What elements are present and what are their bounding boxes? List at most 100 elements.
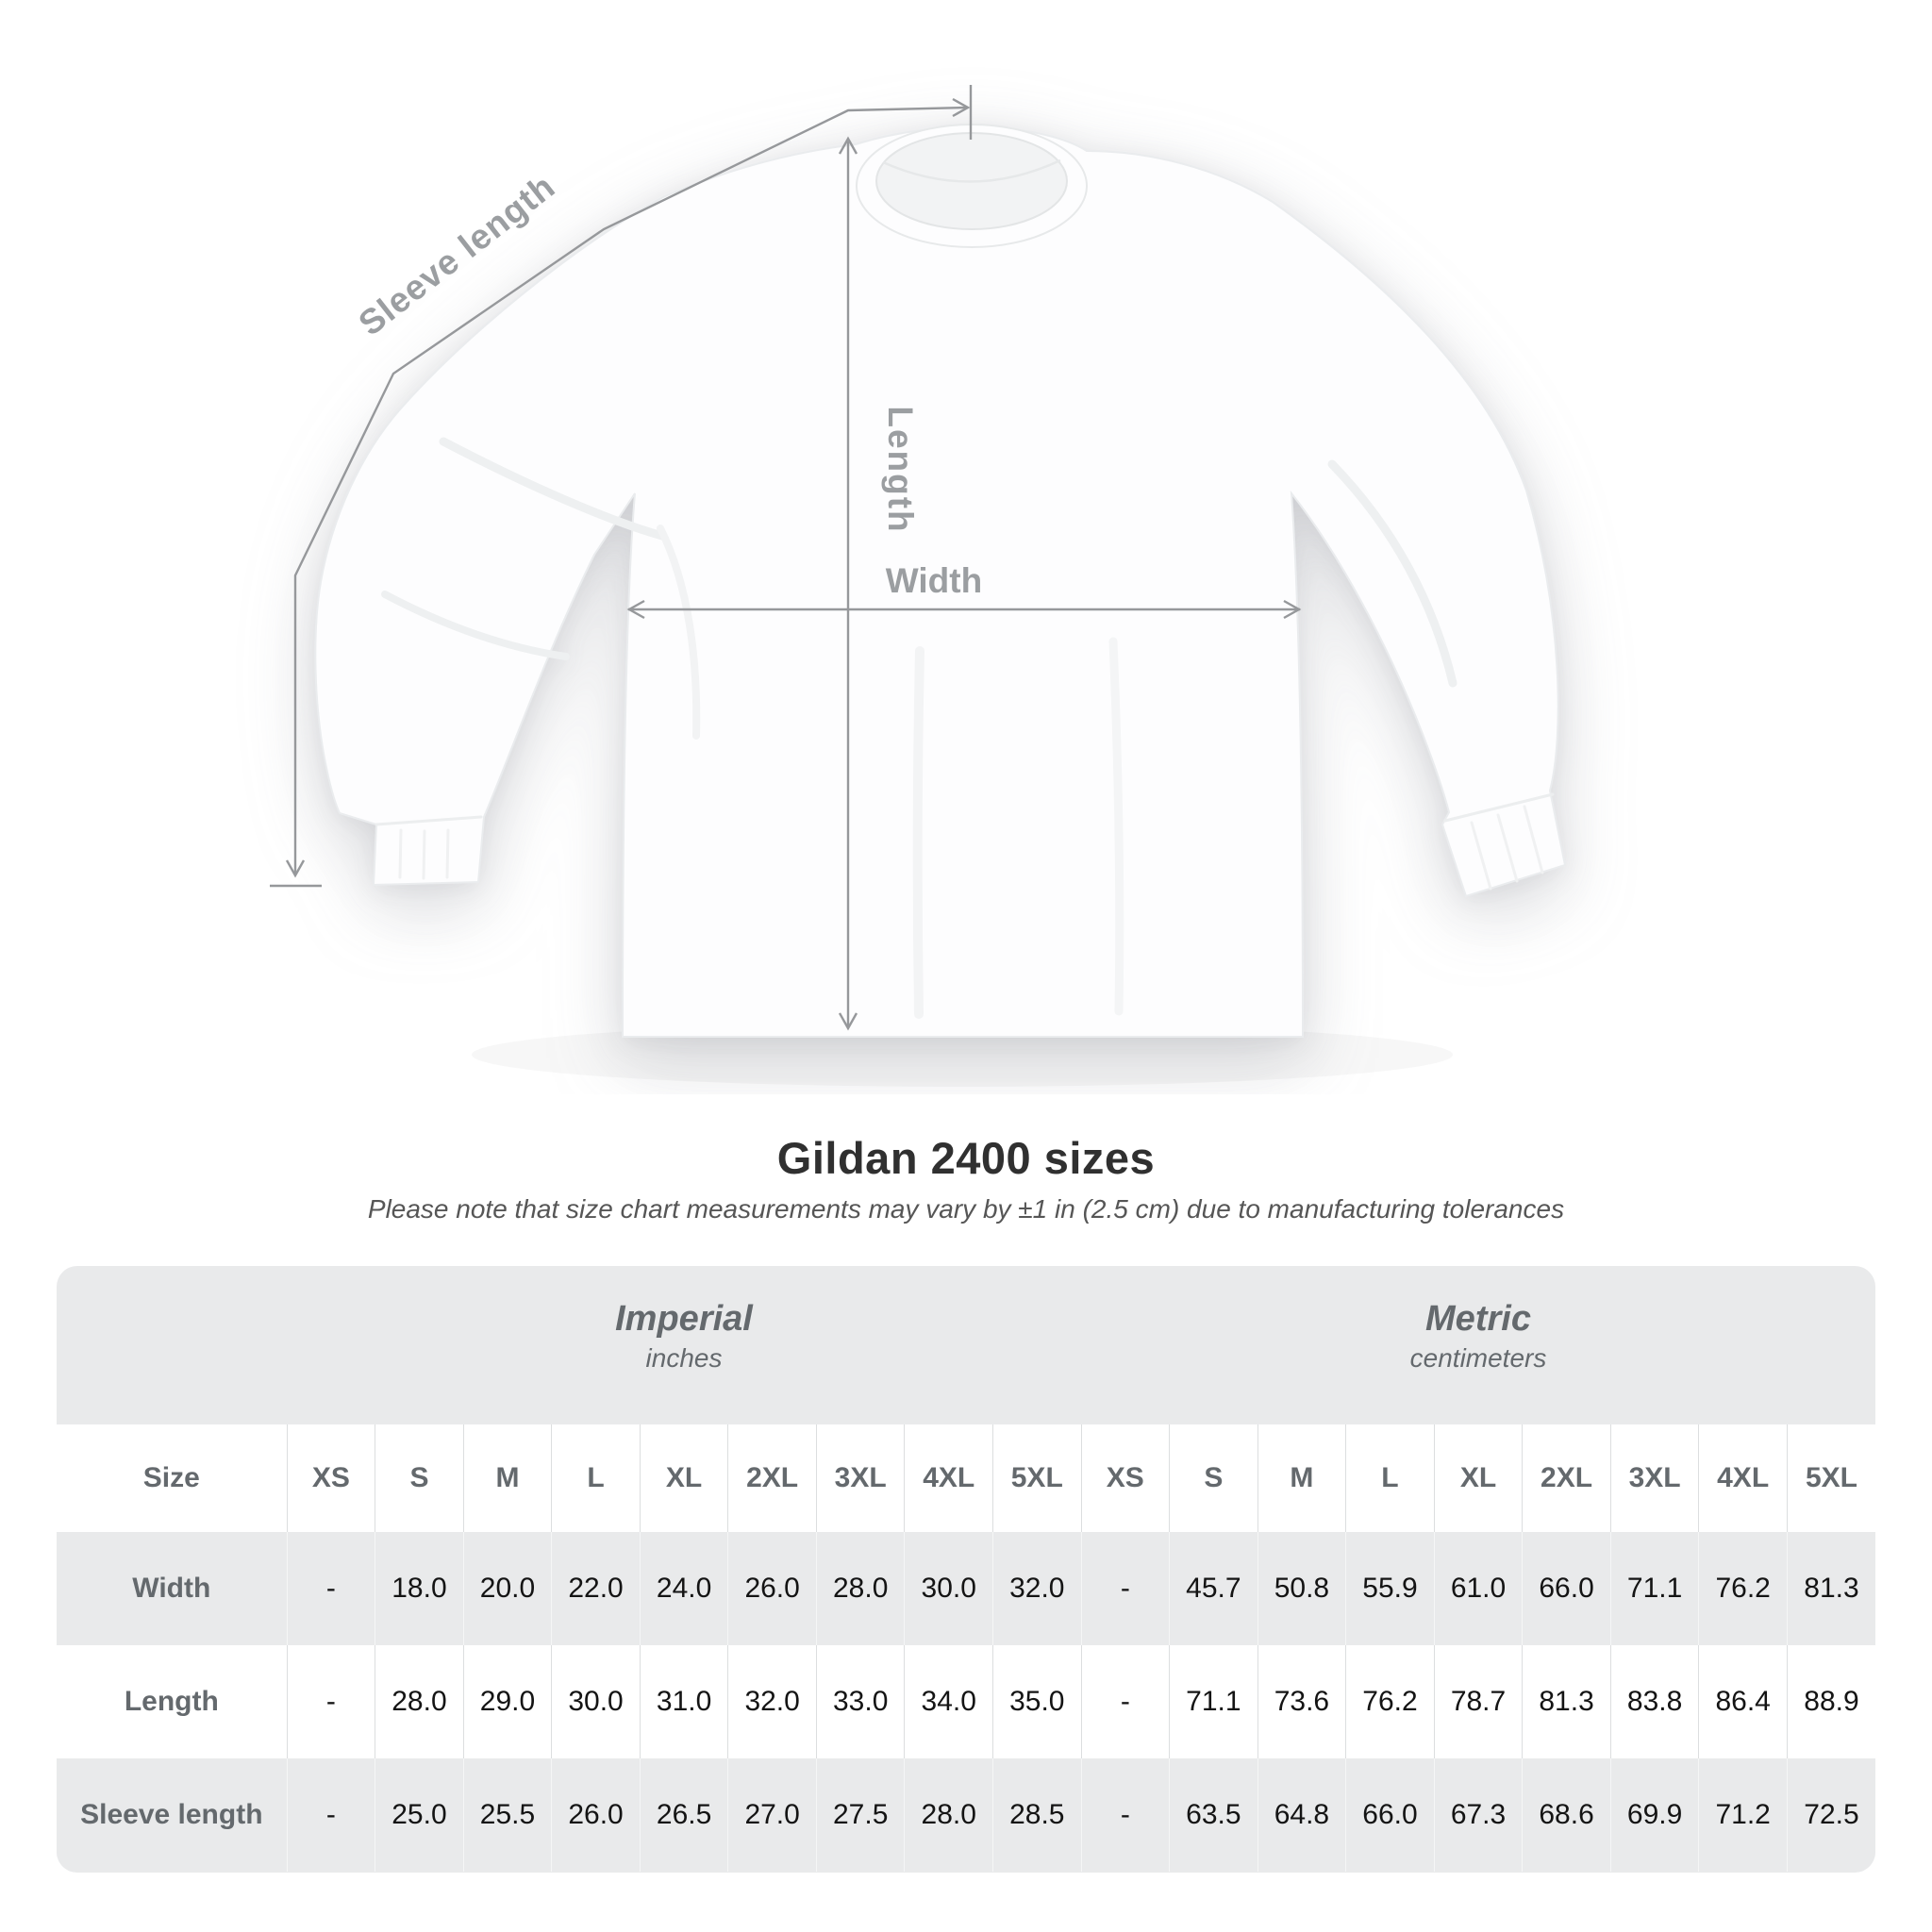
measurement-cell: 32.0: [992, 1532, 1082, 1645]
measurement-cell: 81.3: [1786, 1532, 1875, 1645]
measurement-cell: 64.8: [1257, 1758, 1346, 1872]
measurement-cell: 68.6: [1522, 1758, 1611, 1872]
measurement-cell: 50.8: [1257, 1532, 1346, 1645]
imperial-unit-header: Imperial inches: [439, 1298, 929, 1377]
size-header: M: [1257, 1424, 1346, 1532]
size-header: 2XL: [1522, 1424, 1611, 1532]
measurement-cell: 69.9: [1609, 1758, 1699, 1872]
imperial-unit-sub: inches: [645, 1343, 723, 1373]
width-label: Width: [886, 561, 982, 600]
measurement-cell: 26.5: [639, 1758, 728, 1872]
measurement-cell: 88.9: [1786, 1645, 1875, 1758]
imperial-unit-name: Imperial: [615, 1299, 753, 1339]
shirt-illustration: [314, 124, 1567, 1038]
page-title: Gildan 2400 sizes: [776, 1133, 1156, 1183]
measurement-cell: 76.2: [1698, 1532, 1788, 1645]
measurement-cell: 28.5: [992, 1758, 1082, 1872]
size-header: XL: [1433, 1424, 1523, 1532]
measurement-cell: -: [1080, 1758, 1170, 1872]
measurement-cell: 34.0: [904, 1645, 993, 1758]
row-label: Sleeve length: [80, 1799, 263, 1830]
size-header: XS: [286, 1424, 375, 1532]
measurement-cell: 71.1: [1169, 1645, 1258, 1758]
measurement-cell: 31.0: [639, 1645, 728, 1758]
measurement-cell: 71.2: [1698, 1758, 1788, 1872]
collar: [856, 124, 1088, 248]
measurement-cell: 63.5: [1169, 1758, 1258, 1872]
measurement-cell: 81.3: [1522, 1645, 1611, 1758]
measurement-cell: 29.0: [462, 1645, 552, 1758]
measurement-cell: 67.3: [1433, 1758, 1523, 1872]
measurement-cell: 86.4: [1698, 1645, 1788, 1758]
size-table: Size XS S M L XL 2XL 3XL 4XL 5XL XS S M …: [57, 1424, 1875, 1872]
sleeve-length-arrow: [270, 85, 973, 888]
size-table-card: Imperial inches Metric centimeters Size …: [57, 1266, 1875, 1873]
measurement-cell: 32.0: [727, 1645, 817, 1758]
size-header: M: [462, 1424, 552, 1532]
length-arrow: [838, 136, 858, 1031]
measurement-cell: 27.0: [727, 1758, 817, 1872]
length-row: Length - 28.0 29.0 30.0 31.0 32.0 33.0 3…: [57, 1645, 1875, 1758]
tolerance-note: Please note that size chart measurements…: [367, 1194, 1565, 1224]
measurement-cell: -: [1080, 1532, 1170, 1645]
sleeve-length-row: Sleeve length - 25.0 25.5 26.0 26.5 27.0…: [57, 1758, 1875, 1872]
width-row: Width - 18.0 20.0 22.0 24.0 26.0 28.0 30…: [57, 1532, 1875, 1645]
metric-unit-sub: centimeters: [1409, 1343, 1547, 1373]
measurement-cell: -: [286, 1758, 375, 1872]
measurement-cell: 72.5: [1786, 1758, 1875, 1872]
measurement-cell: 24.0: [639, 1532, 728, 1645]
shirt-body: [314, 125, 1567, 1038]
row-label: Length: [124, 1686, 219, 1717]
size-header: S: [375, 1424, 464, 1532]
measurement-cell: 78.7: [1433, 1645, 1523, 1758]
measurement-cell: 18.0: [375, 1532, 464, 1645]
measurement-cell: -: [1080, 1645, 1170, 1758]
measurement-cell: 26.0: [727, 1532, 817, 1645]
measurement-cell: 28.0: [815, 1532, 905, 1645]
measurement-cell: 27.5: [815, 1758, 905, 1872]
metric-unit-name: Metric: [1425, 1299, 1531, 1339]
size-column-header: Size: [142, 1462, 200, 1493]
measurement-cell: 30.0: [551, 1645, 641, 1758]
measurement-cell: -: [286, 1645, 375, 1758]
size-header: 4XL: [904, 1424, 993, 1532]
metric-unit-header: Metric centimeters: [1233, 1298, 1724, 1377]
measurement-cell: 33.0: [815, 1645, 905, 1758]
shirt-measurement-diagram: Sleeve length Length Width: [270, 85, 1567, 1038]
size-header: 2XL: [727, 1424, 817, 1532]
measurement-cell: 25.0: [375, 1758, 464, 1872]
measurement-cell: 28.0: [904, 1758, 993, 1872]
measurement-cell: 71.1: [1609, 1532, 1699, 1645]
measurement-cell: 55.9: [1345, 1532, 1435, 1645]
size-header: L: [551, 1424, 641, 1532]
measurement-cell: 66.0: [1522, 1532, 1611, 1645]
size-header: XS: [1080, 1424, 1170, 1532]
size-header: 4XL: [1698, 1424, 1788, 1532]
length-label: Length: [881, 406, 920, 533]
size-header: 5XL: [1786, 1424, 1875, 1532]
shirt-diagram-svg: Sleeve length Length Width: [270, 85, 1567, 1038]
fabric-folds: [375, 437, 1555, 1019]
size-header: L: [1345, 1424, 1435, 1532]
measurement-cell: 30.0: [904, 1532, 993, 1645]
size-header: 5XL: [992, 1424, 1082, 1532]
measurement-cell: 66.0: [1345, 1758, 1435, 1872]
measurement-cell: 20.0: [462, 1532, 552, 1645]
measurement-cell: 25.5: [462, 1758, 552, 1872]
row-label: Width: [132, 1573, 211, 1604]
measurement-cell: 73.6: [1257, 1645, 1346, 1758]
measurement-cell: 35.0: [992, 1645, 1082, 1758]
size-header: S: [1169, 1424, 1258, 1532]
size-header-row: Size XS S M L XL 2XL 3XL 4XL 5XL XS S M …: [57, 1424, 1875, 1532]
measurement-cell: -: [286, 1532, 375, 1645]
measurement-cell: 22.0: [551, 1532, 641, 1645]
measurement-cell: 28.0: [375, 1645, 464, 1758]
measurement-cell: 61.0: [1433, 1532, 1523, 1645]
measurement-cell: 83.8: [1609, 1645, 1699, 1758]
measurement-cell: 26.0: [551, 1758, 641, 1872]
measurement-cell: 45.7: [1169, 1532, 1258, 1645]
size-header: XL: [639, 1424, 728, 1532]
measurement-cell: 76.2: [1345, 1645, 1435, 1758]
size-header: 3XL: [815, 1424, 905, 1532]
